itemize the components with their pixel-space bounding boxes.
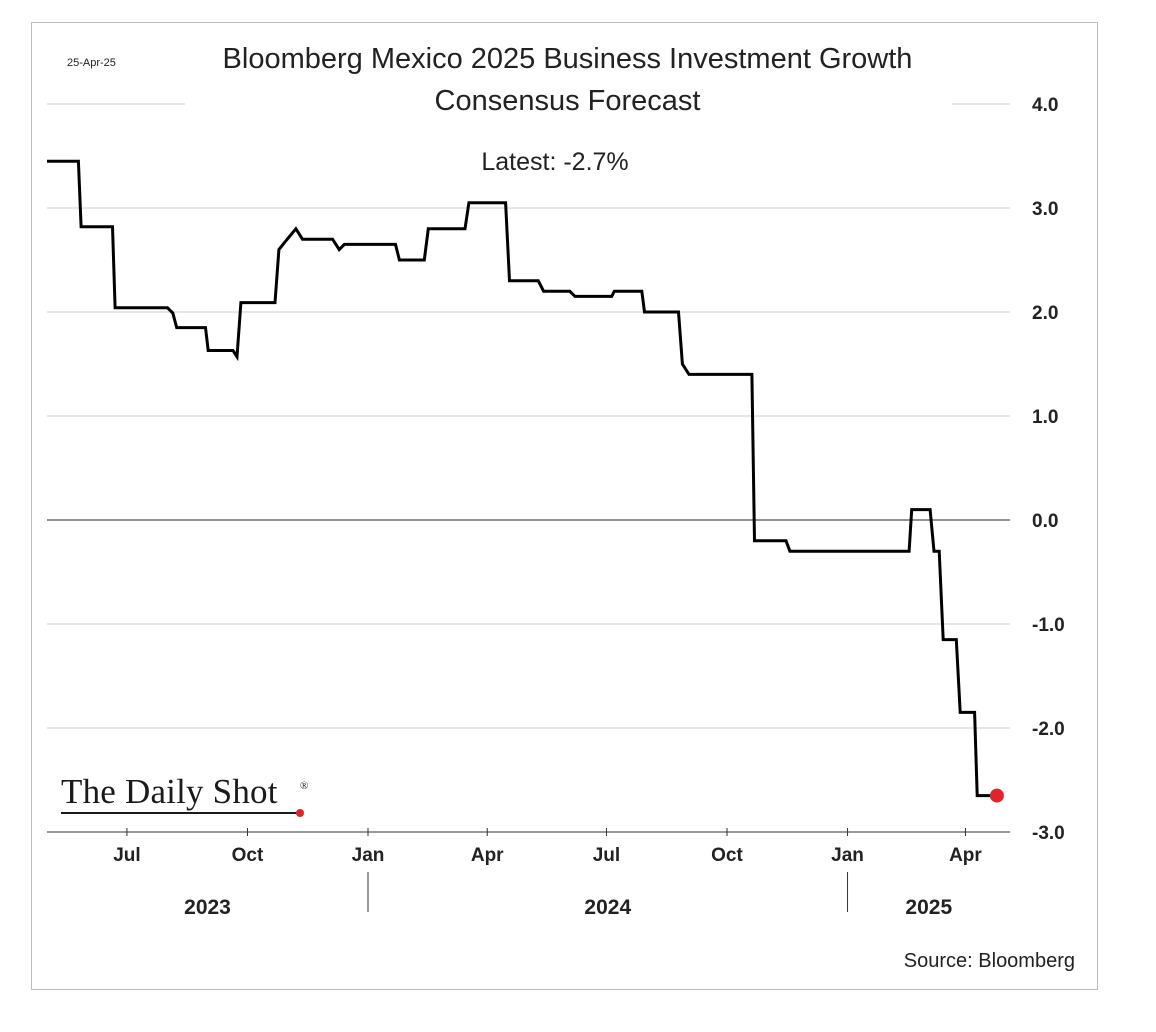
y-axis: 4.0 3.0 2.0 1.0 0.0 -1.0 -2.0 -3.0 bbox=[1032, 95, 1065, 844]
x-tick-label: Jan bbox=[352, 845, 385, 866]
y-tick-label: -2.0 bbox=[1032, 719, 1065, 740]
source-note: Source: Bloomberg bbox=[903, 950, 1075, 972]
chart-frame bbox=[31, 22, 1098, 990]
y-tick-label: 0.0 bbox=[1032, 511, 1058, 532]
y-tick-label: -3.0 bbox=[1032, 823, 1065, 844]
chart-title-line1: Bloomberg Mexico 2025 Business Investmen… bbox=[222, 43, 913, 75]
y-tick-label: -1.0 bbox=[1032, 615, 1065, 636]
x-tick-label: Oct bbox=[711, 845, 743, 866]
latest-point-marker bbox=[989, 788, 1004, 803]
x-tick-label: Apr bbox=[471, 845, 504, 866]
x-tick-label: Apr bbox=[949, 845, 982, 866]
logo-underline bbox=[61, 812, 299, 814]
x-tick-label: Jan bbox=[831, 845, 864, 866]
y-tick-label: 3.0 bbox=[1032, 199, 1058, 220]
logo-registered-mark: ® bbox=[300, 780, 309, 792]
x-tick-label: Jul bbox=[593, 845, 620, 866]
y-tick-label: 2.0 bbox=[1032, 303, 1058, 324]
logo-dot bbox=[296, 809, 304, 817]
chart-title: Bloomberg Mexico 2025 Business Investmen… bbox=[160, 38, 975, 122]
x-tick-label: Jul bbox=[113, 845, 140, 866]
latest-value-annotation: Latest: -2.7% bbox=[481, 148, 629, 176]
y-tick-label: 1.0 bbox=[1032, 407, 1058, 428]
year-label: 2023 bbox=[184, 896, 231, 919]
daily-shot-logo: The Daily Shot bbox=[61, 772, 278, 811]
year-label: 2024 bbox=[584, 896, 631, 919]
gridlines bbox=[47, 103, 1010, 833]
series-layer bbox=[47, 159, 1004, 803]
x-axis: Jul Oct Jan Apr Jul Oct Jan Apr 2023 2024 2025 bbox=[113, 828, 982, 919]
chart-title-line2: Consensus Forecast bbox=[434, 85, 701, 117]
x-tick-label: Oct bbox=[232, 845, 264, 866]
series-line bbox=[47, 159, 997, 798]
year-label: 2025 bbox=[905, 896, 952, 919]
y-tick-label: 4.0 bbox=[1032, 95, 1058, 116]
date-stamp: 25-Apr-25 bbox=[67, 57, 116, 69]
